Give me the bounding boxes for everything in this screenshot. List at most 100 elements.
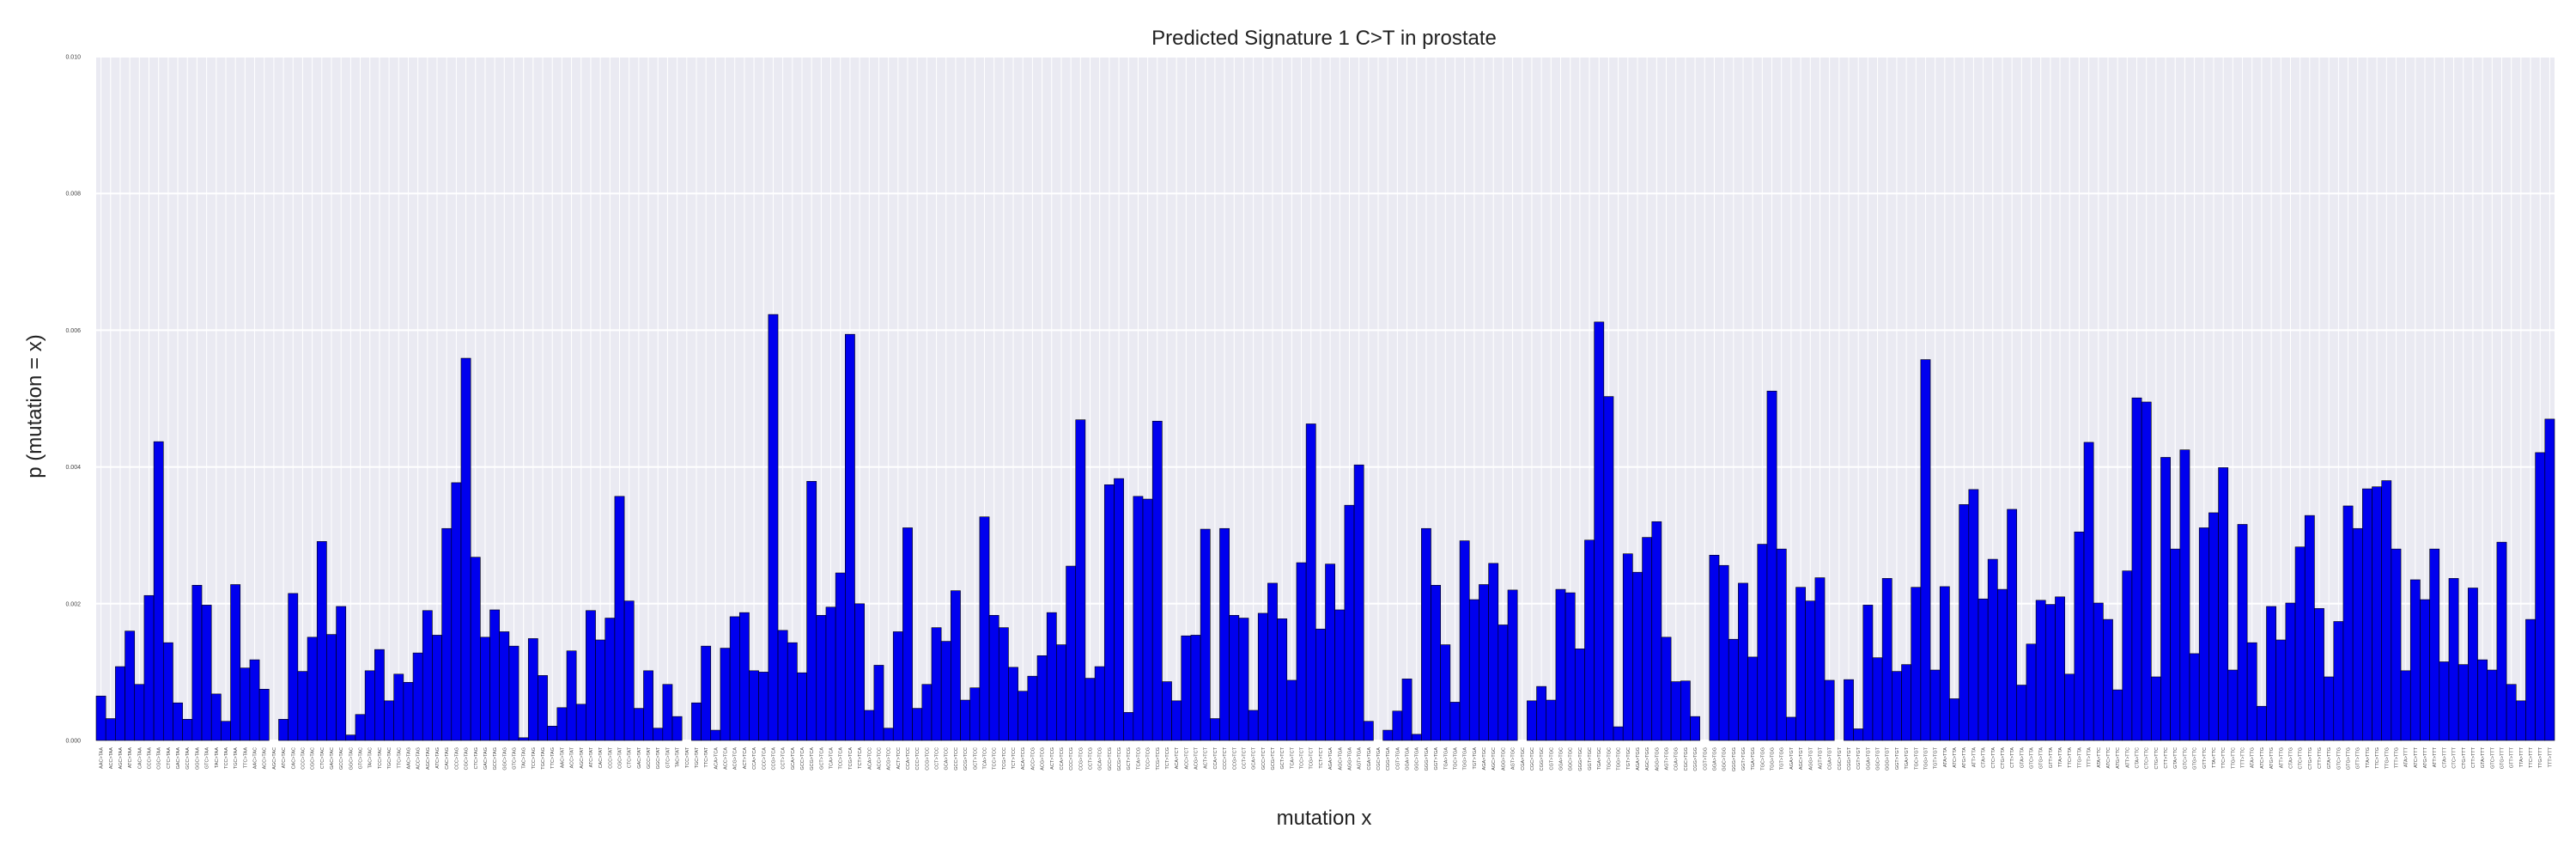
x-tick-label: AGC>TAG [426, 747, 431, 770]
x-tick-label: CCG>TCT [1232, 746, 1237, 770]
x-tick-label: GTG>TTC [2193, 747, 2198, 770]
bar [412, 652, 423, 741]
bar [384, 700, 394, 741]
bar [864, 710, 875, 741]
bar [2257, 705, 2267, 741]
x-tick-label: AGC>TGT [1799, 746, 1804, 770]
bar [115, 666, 125, 741]
x-tick-label: GTG>TTT [2500, 746, 2505, 769]
x-tick-label: ACC>TAT [570, 746, 575, 768]
x-tick-label: TGT>TGT [1934, 746, 1939, 769]
x-tick-label: CCC>TAC [301, 747, 306, 770]
x-tick-label: TGG>TGC [1617, 747, 1622, 771]
bar [720, 648, 731, 741]
bar [988, 615, 999, 741]
x-tick-label: TCT>TCC [1012, 747, 1017, 769]
x-tick-label: ATC>TTC [2106, 747, 2111, 769]
x-tick-label: ATT>TTC [2125, 747, 2130, 768]
x-tick-label: GTG>TTA [2039, 747, 2044, 769]
y-tick-label: 0.010 [65, 55, 81, 61]
x-tick-label: CGC>TGC [1530, 747, 1535, 771]
x-tick-label: TGG>TGG [1771, 747, 1776, 771]
x-tick-label: TGA>TGA [1443, 747, 1449, 770]
x-tick-label: TAC>TAC [368, 747, 374, 768]
x-tick-label: CTA>TTA [1982, 747, 1987, 768]
x-tick-label: CGG>TGG [1693, 747, 1698, 771]
bar [1853, 728, 1864, 741]
x-tick-label: TCG>TCA [848, 747, 854, 770]
bar [1238, 618, 1249, 741]
bar [1296, 562, 1307, 741]
x-tick-label: GGA>TGA [1406, 747, 1411, 771]
x-tick-label: CTA>TTG [2288, 747, 2293, 769]
x-tick-label: GCC>TCC [954, 747, 959, 771]
bar [1171, 700, 1182, 741]
bar [2506, 684, 2517, 741]
x-tick-label: CTC>TTA [1991, 747, 1996, 769]
bar [316, 541, 327, 741]
bar [2525, 618, 2536, 741]
bar [182, 719, 193, 741]
bar [1844, 679, 1854, 741]
bar [240, 667, 251, 741]
x-tick-label: GTC>TTG [2336, 747, 2342, 770]
x-tick-label: GGC>TAA [195, 747, 200, 770]
bar [2458, 664, 2469, 741]
bar [777, 630, 788, 741]
x-tick-label: TTT>TTC [2241, 747, 2246, 768]
x-tick-label: GGG>TGA [1425, 747, 1430, 771]
bar [230, 584, 241, 741]
bar [1690, 716, 1700, 741]
bar [2448, 578, 2459, 741]
x-tick-label: CGG>TGC [1540, 747, 1545, 771]
x-tick-label: ATT>TTG [2279, 747, 2284, 768]
bar [547, 725, 558, 741]
bar [2391, 548, 2402, 741]
x-tick-label: ATG>TTA [1962, 747, 1967, 768]
bar [364, 670, 375, 741]
x-tick-label: AGG>TGT [1808, 746, 1814, 770]
bar [1786, 716, 1796, 741]
x-tick-label: ACC>TCT [1184, 746, 1189, 769]
bar [556, 707, 568, 741]
bar [1133, 496, 1144, 741]
x-tick-label: CGT>TGG [1703, 747, 1708, 771]
x-tick-label: ATG>TTC [2116, 747, 2121, 769]
x-tick-label: TGC>TGC [1607, 747, 1612, 770]
x-tick-label: GGT>TGG [1741, 747, 1747, 771]
bar [1209, 718, 1220, 741]
bar [2314, 608, 2324, 741]
x-tick-label: GTC>TAT [665, 746, 671, 768]
x-tick-label: CTC>TTC [2145, 747, 2150, 769]
bar [1305, 423, 1316, 741]
bar [2122, 570, 2133, 741]
x-tick-label: GGC>TGC [1569, 747, 1574, 771]
bar [2044, 604, 2056, 741]
bar [1353, 464, 1364, 741]
x-tick-label: GTA>TTT [2481, 746, 2486, 768]
x-tick-label: GTA>TTG [2327, 747, 2332, 769]
x-tick-label: CAC>TAT [598, 746, 604, 768]
x-tick-label: CCC>TCC [915, 747, 920, 770]
x-tick-label: CTG>TTA [2001, 747, 2006, 769]
bar [662, 684, 673, 741]
bar [2055, 596, 2065, 741]
x-tick-label: CCT>TCT [1242, 746, 1247, 769]
x-tick-label: CCT>TCG [1089, 747, 1094, 770]
bar [1718, 564, 1729, 741]
x-tick-label: GCG>TCA [810, 747, 815, 771]
bar [1968, 489, 1979, 741]
bar [671, 716, 683, 741]
bar [1401, 679, 1413, 741]
x-tick-label: GTG>TTG [2347, 747, 2352, 770]
bar [1920, 359, 1931, 741]
bar [2535, 452, 2546, 741]
bar [586, 610, 596, 741]
x-tick-label: GCT>TCG [1127, 747, 1132, 770]
bar [873, 665, 884, 741]
x-tick-label: TTG>TTC [2231, 747, 2236, 769]
bar [1114, 478, 1124, 741]
x-tick-label: TCC>TCC [993, 747, 998, 770]
bar [614, 496, 625, 741]
bar [1862, 605, 1874, 741]
